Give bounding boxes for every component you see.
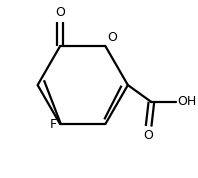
Text: O: O [144, 129, 153, 142]
Text: O: O [107, 31, 117, 44]
Text: F: F [50, 118, 57, 131]
Text: O: O [55, 6, 65, 19]
Text: OH: OH [178, 96, 197, 109]
